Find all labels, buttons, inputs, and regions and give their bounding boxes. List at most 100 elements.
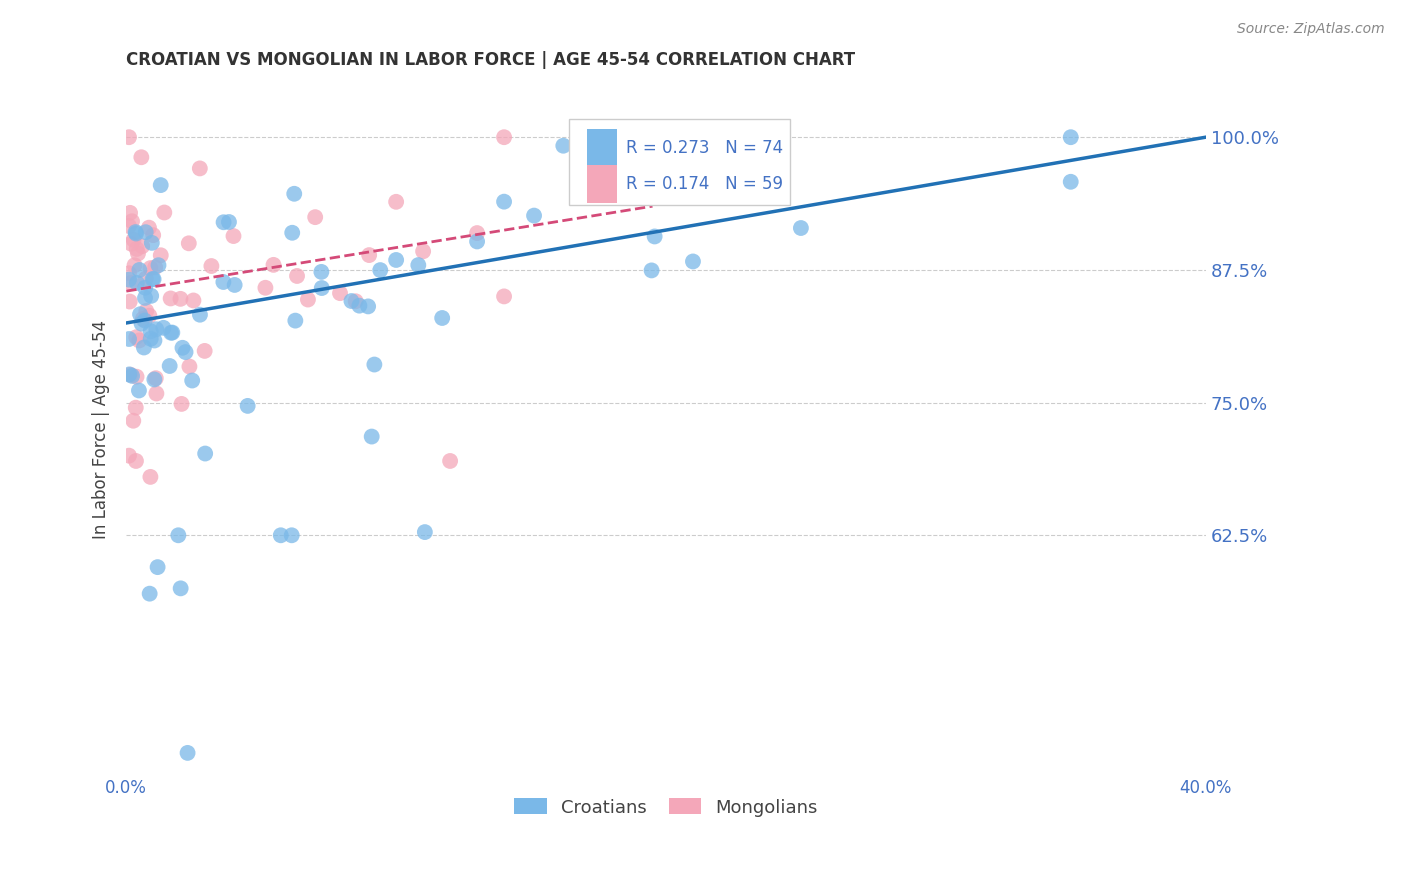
Text: Source: ZipAtlas.com: Source: ZipAtlas.com — [1237, 22, 1385, 37]
Point — [494, 289, 516, 303]
Point — [141, 289, 163, 303]
Point — [131, 317, 153, 331]
Point — [329, 286, 352, 301]
Bar — [588, 128, 617, 167]
Point — [222, 229, 245, 244]
Point — [143, 334, 166, 348]
Point — [145, 322, 167, 336]
Point — [128, 263, 150, 277]
Bar — [588, 165, 617, 202]
Point — [120, 206, 142, 220]
Point — [138, 220, 160, 235]
Point — [138, 309, 160, 323]
Point — [124, 258, 146, 272]
Point — [135, 271, 157, 285]
Point — [344, 294, 367, 309]
Point — [138, 587, 160, 601]
Point — [304, 210, 326, 224]
Point — [553, 138, 575, 153]
Point — [118, 294, 141, 309]
Point — [135, 304, 157, 318]
Point — [152, 321, 174, 335]
Point — [145, 371, 167, 385]
Point — [385, 194, 408, 209]
Point — [118, 272, 141, 286]
Point — [121, 214, 143, 228]
Point — [177, 236, 200, 251]
Point — [162, 326, 184, 340]
Point — [368, 263, 391, 277]
Point — [284, 313, 307, 327]
Point — [194, 446, 217, 460]
Point — [179, 359, 201, 374]
Point — [465, 226, 488, 240]
Text: R = 0.273   N = 74: R = 0.273 N = 74 — [626, 139, 783, 157]
Point — [125, 242, 148, 256]
Point — [408, 258, 430, 272]
Point — [270, 528, 292, 542]
Point — [1060, 175, 1083, 189]
Point — [790, 221, 813, 235]
Point — [224, 277, 246, 292]
Point — [340, 293, 363, 308]
Point — [142, 228, 165, 243]
Point — [125, 401, 148, 415]
Point — [359, 248, 381, 262]
Point — [153, 205, 176, 219]
Point — [644, 229, 666, 244]
Point — [160, 326, 183, 340]
Point — [122, 233, 145, 247]
Point — [176, 746, 198, 760]
Point — [132, 341, 155, 355]
Point — [263, 258, 285, 272]
Point — [188, 161, 211, 176]
Point — [120, 368, 142, 382]
Point — [122, 414, 145, 428]
Point — [494, 130, 516, 145]
Y-axis label: In Labor Force | Age 45-54: In Labor Force | Age 45-54 — [93, 319, 110, 539]
Point — [167, 528, 190, 542]
Point — [218, 215, 240, 229]
Point — [181, 374, 204, 388]
Point — [145, 386, 167, 401]
Point — [430, 310, 453, 325]
Point — [281, 226, 304, 240]
Point — [118, 130, 141, 145]
Point — [118, 449, 141, 463]
Point — [200, 259, 222, 273]
Point — [439, 454, 461, 468]
Point — [169, 582, 191, 596]
Point — [297, 293, 319, 307]
Point — [236, 399, 259, 413]
Point — [1060, 130, 1083, 145]
Point — [172, 341, 194, 355]
Point — [125, 330, 148, 344]
Point — [125, 276, 148, 290]
Point — [285, 268, 308, 283]
Point — [360, 429, 382, 443]
Point — [254, 281, 277, 295]
Point — [311, 265, 333, 279]
Point — [120, 276, 142, 290]
Point — [128, 384, 150, 398]
Point — [139, 261, 162, 276]
Point — [494, 194, 516, 209]
Point — [139, 470, 162, 484]
Point — [124, 225, 146, 239]
Point — [118, 266, 141, 280]
Point — [118, 368, 141, 382]
Point — [194, 343, 217, 358]
Point — [280, 528, 302, 542]
Point — [129, 307, 152, 321]
Point — [118, 219, 141, 233]
Point — [125, 369, 148, 384]
Point — [283, 186, 305, 201]
Point — [146, 560, 169, 574]
Point — [134, 313, 156, 327]
Legend: Croatians, Mongolians: Croatians, Mongolians — [508, 791, 825, 823]
Point — [148, 258, 170, 272]
Point — [169, 292, 191, 306]
Point — [120, 236, 142, 251]
Point — [132, 312, 155, 326]
Point — [413, 525, 436, 540]
